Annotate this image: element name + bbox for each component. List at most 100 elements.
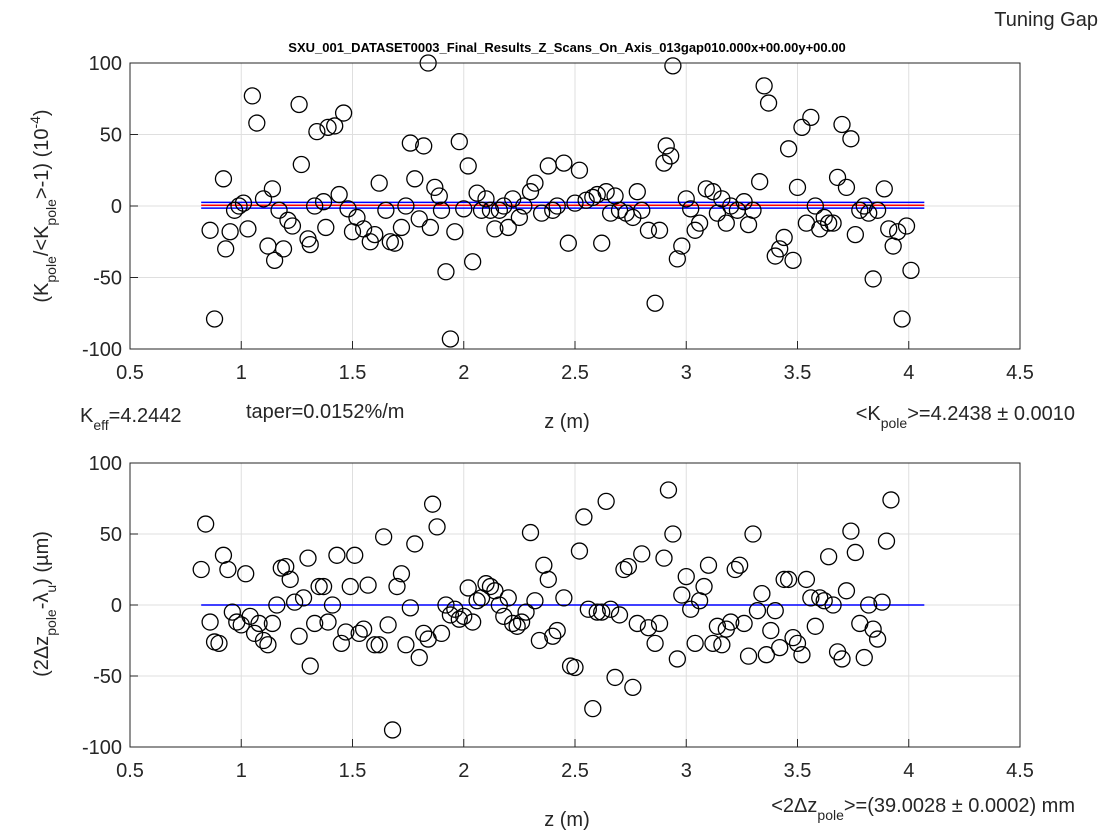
- data-point: [441, 330, 460, 348]
- data-point: [245, 624, 264, 643]
- data-point: [788, 634, 807, 652]
- data-point: [633, 201, 651, 219]
- data-point: [570, 161, 589, 179]
- data-point: [423, 495, 442, 513]
- label-part: =4.2442: [109, 405, 182, 427]
- figure-title: Tuning Gap: [994, 9, 1098, 31]
- data-point: [880, 220, 898, 238]
- data-point: [811, 589, 829, 607]
- data-point: [319, 613, 337, 631]
- data-point: [779, 570, 798, 589]
- x-tick-label: 4: [903, 362, 914, 384]
- data-point: [223, 603, 242, 621]
- data-point: [468, 184, 486, 202]
- annotation: taper=0.0152%/m: [246, 401, 404, 423]
- data-point: [274, 240, 293, 258]
- data-point: [254, 631, 273, 650]
- data-point: [766, 602, 784, 620]
- data-point: [432, 201, 451, 219]
- data-point: [477, 575, 495, 593]
- x-axis-label: z (m): [544, 809, 590, 831]
- data-point: [410, 648, 428, 667]
- data-point: [455, 200, 473, 218]
- data-point: [379, 616, 397, 634]
- data-point: [544, 201, 562, 219]
- data-point: [230, 197, 248, 215]
- data-point: [459, 579, 477, 597]
- data-point: [366, 636, 384, 654]
- data-point: [450, 610, 468, 628]
- data-point: [682, 200, 700, 218]
- data-point: [548, 621, 566, 640]
- data-point: [317, 218, 335, 237]
- annotation: <2Δzpole>=(39.0028 ± 0.0002) mm: [771, 795, 1075, 823]
- x-tick-label: 2: [458, 760, 469, 782]
- data-point: [455, 607, 473, 626]
- label-part: >-1) (10: [31, 129, 53, 200]
- label-part: <2Δz: [771, 795, 817, 817]
- data-point: [217, 240, 235, 258]
- data-point: [633, 545, 651, 563]
- data-point: [588, 603, 606, 621]
- data-point: [468, 592, 486, 610]
- data-point: [868, 201, 887, 219]
- data-point: [873, 593, 891, 611]
- data-point: [833, 650, 851, 668]
- data-point: [624, 678, 642, 697]
- data-point: [432, 624, 451, 643]
- label-part: >=4.2438 ± 0.0010: [907, 403, 1075, 425]
- data-point: [726, 560, 744, 579]
- data-point: [704, 634, 722, 652]
- data-point: [793, 118, 811, 136]
- data-point: [828, 168, 847, 187]
- data-point: [430, 187, 448, 205]
- data-point: [526, 592, 544, 610]
- data-point: [279, 211, 297, 229]
- label-part: /<K: [31, 225, 53, 256]
- y-tick-label: 50: [100, 524, 122, 546]
- data-point: [192, 560, 210, 579]
- data-point: [802, 108, 820, 126]
- label-part: pole: [881, 415, 908, 431]
- data-point: [334, 104, 353, 122]
- data-point: [753, 584, 771, 603]
- label-part: (2Δz: [31, 636, 53, 677]
- data-point: [410, 210, 428, 228]
- data-point: [771, 240, 789, 258]
- data-point: [659, 481, 678, 499]
- y-axis-label: (2Δzpole-λu) (µm): [31, 531, 59, 677]
- data-point: [250, 614, 268, 633]
- data-point: [882, 491, 900, 509]
- data-point: [306, 614, 324, 633]
- data-point: [842, 130, 860, 148]
- y-tick-label: -50: [93, 268, 122, 290]
- data-point: [259, 636, 277, 654]
- data-point: [784, 251, 802, 269]
- data-point: [846, 543, 864, 562]
- data-point: [690, 214, 709, 232]
- data-point: [699, 556, 718, 574]
- y-tick-label: 100: [89, 53, 122, 75]
- data-point: [290, 627, 308, 645]
- data-point: [751, 173, 769, 191]
- data-point: [610, 606, 629, 624]
- data-point: [662, 147, 680, 165]
- data-point: [277, 558, 295, 576]
- data-point: [314, 193, 333, 211]
- data-point: [388, 577, 406, 596]
- annotation: <Kpole>=4.2438 ± 0.0010: [856, 403, 1075, 431]
- data-point: [539, 570, 557, 589]
- data-point: [588, 185, 606, 204]
- data-point: [254, 190, 273, 208]
- data-point: [283, 217, 302, 235]
- data-point: [757, 646, 775, 664]
- data-point: [695, 577, 713, 596]
- data-point: [824, 596, 842, 614]
- data-point: [575, 508, 593, 526]
- data-point: [731, 556, 749, 574]
- data-point: [239, 220, 257, 238]
- label-part: <K: [856, 403, 882, 425]
- label-part: ): [31, 109, 53, 116]
- data-point: [406, 170, 424, 188]
- data-point: [639, 619, 658, 637]
